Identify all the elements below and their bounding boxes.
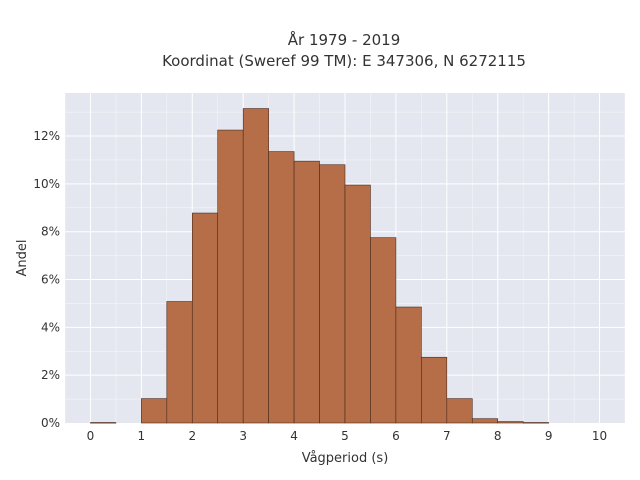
y-tick-label: 8% (41, 225, 60, 239)
histogram-bar (217, 129, 244, 424)
x-tick-label: 1 (138, 429, 146, 443)
y-tick-label: 12% (33, 129, 60, 143)
y-tick-label: 2% (41, 368, 60, 382)
x-tick-label: 5 (341, 429, 349, 443)
x-tick-label: 10 (592, 429, 607, 443)
histogram-bar (471, 418, 499, 424)
y-axis-label: Andel (15, 240, 30, 277)
x-tick-label: 6 (392, 429, 400, 443)
histogram-bar (370, 237, 397, 424)
y-tick-label: 4% (41, 320, 60, 334)
histogram-bar (90, 422, 117, 424)
y-axis-ticks: 0% 2% 4% 6% 8% 10% 12% (33, 129, 60, 430)
histogram-bar (446, 398, 473, 424)
x-tick-label: 7 (443, 429, 451, 443)
chart-title-line-1: År 1979 - 2019 (288, 30, 401, 49)
x-tick-label: 0 (87, 429, 95, 443)
histogram-bar (395, 306, 422, 424)
histogram-bar (421, 356, 448, 424)
histogram-bar (191, 212, 219, 424)
histogram-bar (319, 164, 346, 424)
x-axis-label: Vågperiod (s) (302, 451, 389, 466)
histogram-bar (293, 160, 320, 424)
x-tick-label: 9 (545, 429, 553, 443)
histogram-bar (522, 422, 549, 424)
x-axis-ticks: 0 1 2 3 4 5 6 7 8 9 10 (87, 429, 608, 443)
x-tick-label: 4 (290, 429, 298, 443)
bars (90, 108, 549, 424)
histogram-bar (166, 301, 193, 424)
histogram-bar (242, 108, 269, 424)
x-tick-label: 3 (239, 429, 247, 443)
x-tick-label: 8 (494, 429, 502, 443)
histogram-bar (497, 421, 524, 424)
histogram-bar (141, 398, 168, 424)
histogram-bar (268, 151, 295, 424)
y-tick-label: 6% (41, 273, 60, 287)
chart-title-line-2: Koordinat (Sweref 99 TM): E 347306, N 62… (162, 52, 526, 70)
y-tick-label: 0% (41, 416, 60, 430)
histogram-bar (344, 184, 371, 424)
y-tick-label: 10% (33, 177, 60, 191)
x-tick-label: 2 (188, 429, 196, 443)
